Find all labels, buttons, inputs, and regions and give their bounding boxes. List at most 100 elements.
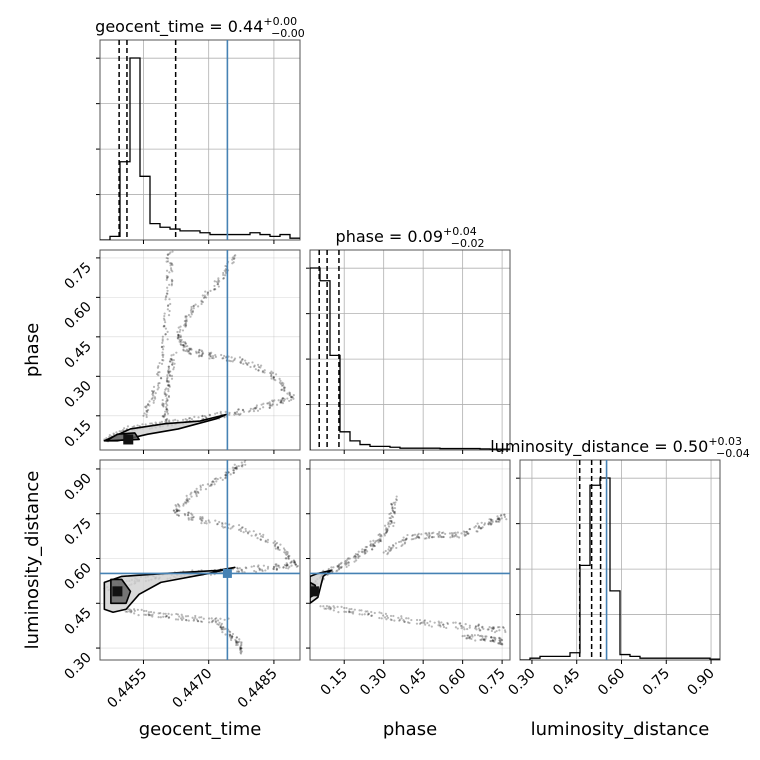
sample-point	[387, 523, 390, 526]
sample-point	[379, 539, 382, 542]
sample-point	[340, 566, 343, 570]
sample-point	[166, 399, 169, 402]
sample-point	[437, 620, 440, 623]
sample-point	[177, 514, 181, 517]
sample-point	[264, 540, 267, 543]
sample-point	[496, 626, 500, 629]
sample-point	[260, 568, 263, 571]
sample-point	[175, 509, 178, 513]
sample-point	[179, 339, 182, 342]
x-tick-label-luminosity_distance: 0.75	[640, 666, 673, 699]
sample-point	[244, 530, 248, 533]
sample-point	[260, 535, 263, 538]
sample-point	[281, 397, 284, 400]
sample-point	[389, 517, 392, 520]
sample-point	[256, 409, 260, 412]
sample-point	[240, 650, 243, 653]
sample-point	[255, 404, 258, 407]
sample-point	[184, 418, 187, 421]
sample-point	[413, 533, 417, 536]
sample-point	[432, 531, 435, 534]
sample-point	[216, 477, 219, 481]
sample-point	[167, 314, 171, 317]
sample-point	[361, 548, 364, 551]
sample-point	[399, 540, 403, 543]
density-peak	[310, 586, 319, 597]
sample-point	[481, 526, 484, 529]
sample-point	[169, 374, 172, 378]
sample-point	[490, 636, 493, 639]
sample-point	[120, 430, 123, 433]
sample-point	[290, 560, 293, 563]
sample-point	[370, 614, 374, 617]
sample-point	[178, 615, 181, 618]
sample-point	[213, 483, 216, 486]
sample-point	[266, 538, 270, 541]
sample-point	[172, 353, 175, 356]
sample-point	[501, 638, 504, 642]
sample-point	[185, 498, 188, 502]
sample-point	[231, 635, 234, 638]
sample-point	[215, 617, 218, 620]
sample-point	[177, 334, 180, 338]
sample-point	[233, 358, 236, 362]
sample-point	[210, 621, 214, 624]
sample-point	[232, 261, 235, 264]
sample-point	[170, 358, 174, 361]
sample-point	[250, 534, 253, 537]
sample-point	[144, 405, 147, 408]
sample-point	[231, 632, 235, 636]
sample-point	[369, 544, 373, 547]
truth-point-0	[222, 568, 232, 578]
sample-point	[187, 313, 190, 317]
sample-point	[277, 399, 280, 402]
sample-point	[258, 567, 261, 570]
sample-point	[167, 616, 170, 619]
sample-point	[442, 531, 445, 534]
sample-point	[262, 406, 265, 409]
sample-point	[208, 621, 211, 624]
sample-point	[189, 417, 192, 420]
sample-point	[131, 425, 134, 429]
sample-point	[208, 413, 211, 416]
sample-point	[283, 548, 286, 552]
sample-point	[366, 613, 370, 616]
sample-point	[263, 369, 266, 372]
sample-point	[428, 536, 431, 540]
sample-point	[224, 272, 228, 275]
sample-point	[194, 303, 197, 306]
sample-point	[267, 402, 270, 405]
sample-point	[400, 544, 403, 548]
sample-point	[343, 610, 346, 613]
sample-point	[191, 518, 194, 521]
sample-point	[391, 546, 394, 549]
sample-point	[235, 643, 238, 647]
sample-point	[201, 415, 204, 418]
sample-point	[236, 641, 240, 644]
sample-point	[232, 471, 235, 475]
sample-point	[157, 382, 160, 385]
y-tick-label-luminosity_distance: 0.30	[61, 650, 94, 683]
sample-point	[188, 352, 191, 355]
sample-point	[259, 364, 263, 367]
sample-point	[236, 566, 239, 569]
sample-point	[467, 532, 470, 535]
sample-point	[463, 533, 466, 536]
sample-point	[482, 638, 486, 641]
sample-point	[152, 385, 156, 389]
sample-point	[162, 317, 166, 320]
histogram-geocent_time	[100, 57, 300, 240]
y-tick-label-phase: 0.15	[61, 417, 94, 450]
sample-point	[214, 519, 217, 522]
sample-point	[468, 637, 471, 640]
sample-point	[189, 309, 193, 312]
sample-point	[358, 613, 361, 616]
sample-point	[170, 284, 173, 287]
sample-point	[161, 341, 164, 344]
sample-point	[175, 505, 178, 508]
sample-point	[204, 488, 208, 491]
sample-point	[164, 333, 167, 336]
sample-point	[187, 500, 190, 503]
sample-point	[460, 532, 463, 535]
